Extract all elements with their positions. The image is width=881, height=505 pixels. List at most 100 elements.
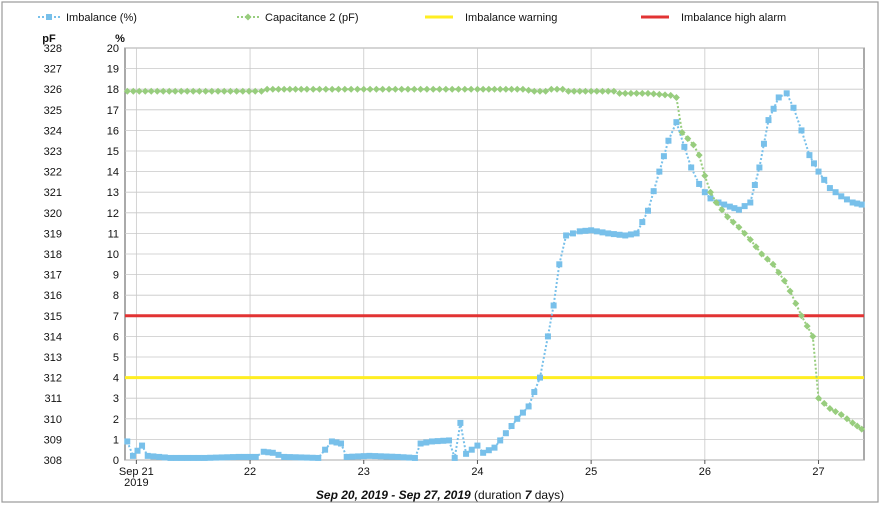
series-layer xyxy=(123,85,866,461)
data-point xyxy=(322,85,330,93)
data-point xyxy=(201,454,208,461)
data-point xyxy=(760,140,767,147)
data-point xyxy=(496,85,504,93)
data-point xyxy=(338,440,345,447)
data-point xyxy=(786,287,794,295)
data-point xyxy=(183,87,191,95)
data-point xyxy=(588,227,595,234)
data-point xyxy=(633,230,640,237)
x-tick-sublabel: 2019 xyxy=(124,477,148,489)
right-tick-label: 6 xyxy=(113,331,119,343)
data-point xyxy=(207,454,214,461)
data-point xyxy=(274,85,282,93)
data-point xyxy=(303,85,311,93)
data-point xyxy=(451,454,458,461)
data-point xyxy=(423,439,430,446)
data-point xyxy=(454,85,462,93)
data-point xyxy=(627,89,635,97)
data-point xyxy=(570,87,578,95)
data-point xyxy=(129,452,136,459)
data-point xyxy=(741,229,749,237)
left-tick-label: 324 xyxy=(44,125,62,137)
data-point xyxy=(485,85,493,93)
data-point xyxy=(491,444,498,451)
data-point xyxy=(286,454,293,461)
data-point xyxy=(442,85,450,93)
data-point xyxy=(576,228,583,235)
legend-item: Imbalance high alarm xyxy=(641,12,786,24)
data-point xyxy=(436,85,444,93)
right-tick-label: 13 xyxy=(107,187,119,199)
data-point xyxy=(763,255,771,263)
data-point xyxy=(581,87,589,95)
data-point xyxy=(226,87,234,95)
data-point xyxy=(309,85,317,93)
left-tick-label: 323 xyxy=(44,146,62,158)
data-point xyxy=(391,85,399,93)
range-end: Sep 27, 2019 xyxy=(399,488,471,502)
data-point xyxy=(695,151,703,159)
data-point xyxy=(550,302,557,309)
data-point xyxy=(479,85,487,93)
data-point xyxy=(605,230,612,237)
data-point xyxy=(593,87,601,95)
data-point xyxy=(514,415,521,422)
data-point xyxy=(173,454,180,461)
data-point xyxy=(190,454,197,461)
left-tick-label: 315 xyxy=(44,311,62,323)
data-point xyxy=(525,403,532,410)
left-tick-label: 325 xyxy=(44,105,62,117)
left-axis-unit: pF xyxy=(42,33,56,45)
data-point xyxy=(684,135,692,143)
data-point xyxy=(622,232,629,239)
data-point xyxy=(650,90,658,98)
threshold-lines xyxy=(125,314,864,380)
left-tick-label: 314 xyxy=(44,331,62,343)
x-tick-label: 26 xyxy=(699,466,711,478)
data-point xyxy=(747,199,754,206)
data-point xyxy=(536,374,543,381)
data-point xyxy=(751,181,758,188)
data-point xyxy=(303,454,310,461)
data-point xyxy=(564,87,572,95)
data-point xyxy=(843,196,850,203)
x-tick-label: 23 xyxy=(358,466,370,478)
data-point xyxy=(275,451,282,458)
data-point xyxy=(423,85,431,93)
left-tick-label: 321 xyxy=(44,187,62,199)
data-point xyxy=(853,422,861,430)
data-point xyxy=(525,86,533,94)
data-point xyxy=(513,85,521,93)
data-point xyxy=(688,164,695,171)
right-axis-unit: % xyxy=(115,33,125,45)
data-point xyxy=(400,454,407,461)
left-tick-label: 308 xyxy=(44,455,62,467)
data-point xyxy=(171,87,179,95)
x-tick-label: 22 xyxy=(244,466,256,478)
data-point xyxy=(832,408,840,416)
data-point xyxy=(758,250,766,258)
data-point xyxy=(124,438,131,445)
data-point xyxy=(333,439,340,446)
data-point xyxy=(159,87,167,95)
data-point xyxy=(218,454,225,461)
left-tick-label: 318 xyxy=(44,249,62,261)
data-point xyxy=(377,453,384,460)
data-point xyxy=(241,453,248,460)
data-point xyxy=(316,85,324,93)
left-tick-label: 310 xyxy=(44,414,62,426)
data-point xyxy=(731,205,738,212)
left-tick-label: 309 xyxy=(44,434,62,446)
data-point xyxy=(639,219,646,226)
data-point xyxy=(257,87,265,95)
x-tick-label: 24 xyxy=(471,466,483,478)
right-tick-label: 9 xyxy=(113,270,119,282)
data-point xyxy=(542,87,550,95)
data-point xyxy=(644,207,651,214)
data-point xyxy=(297,85,305,93)
right-tick-label: 11 xyxy=(108,228,119,240)
data-point xyxy=(280,85,288,93)
legend-label: Imbalance (%) xyxy=(66,12,137,24)
